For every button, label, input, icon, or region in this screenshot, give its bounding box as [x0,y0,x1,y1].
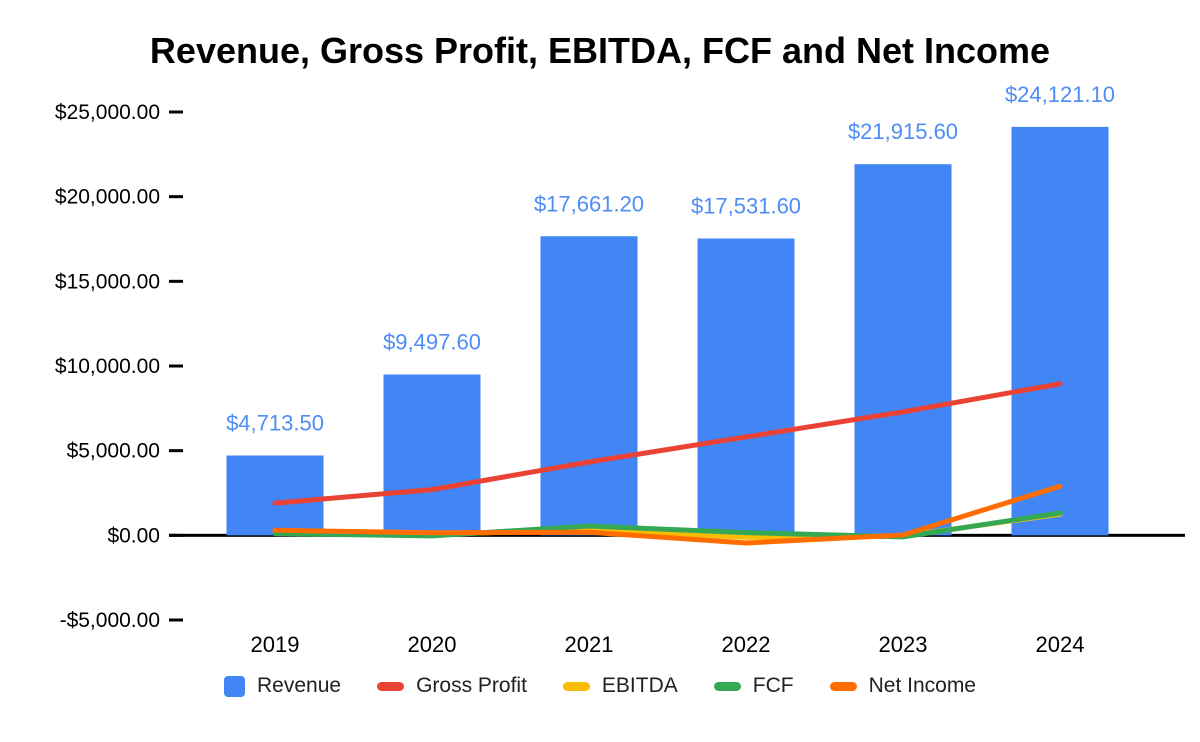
bar-data-label: $17,661.20 [534,191,644,216]
legend-item-gross-profit[interactable]: Gross Profit [377,674,527,698]
y-axis-tick [169,110,183,114]
revenue-bar-2021[interactable] [540,236,638,536]
x-axis-label-2019: 2019 [251,632,300,657]
revenue-bar-2023[interactable] [854,164,952,536]
y-axis-label: $0.00 [107,524,160,547]
line-fcf [272,510,1063,540]
legend-label-net-income: Net Income [868,674,976,697]
line-gross-profit [272,381,1063,506]
legend-item-fcf[interactable]: FCF [713,674,794,698]
legend-item-revenue[interactable]: Revenue [224,674,341,698]
ebitda-swatch-icon [562,681,590,691]
gross-profit-swatch-icon [377,681,405,691]
legend-label-fcf: FCF [752,674,794,697]
y-axis-label: $25,000.00 [55,101,160,124]
line-net-income [272,483,1063,546]
legend-item-ebitda[interactable]: EBITDA [562,674,678,698]
revenue-bar-2024[interactable] [1011,126,1109,536]
bar-data-label: $24,121.10 [1005,82,1115,107]
y-axis-label: $10,000.00 [55,355,160,378]
x-axis-label-2020: 2020 [408,632,457,657]
y-axis-tick [169,618,183,622]
legend: Revenue Gross Profit EBITDA FCF Net Income [0,674,1200,698]
bar-data-label: $4,713.50 [226,411,324,436]
x-axis-label-2023: 2023 [879,632,928,657]
revenue-swatch-icon [224,675,245,697]
bar-data-label: $21,915.60 [848,119,958,144]
x-axis-label-2024: 2024 [1036,632,1085,657]
y-axis-tick [169,195,183,199]
y-axis-label: $20,000.00 [55,186,160,209]
revenue-bar-2020[interactable] [383,374,481,536]
legend-item-net-income[interactable]: Net Income [829,674,976,698]
chart-title: Revenue, Gross Profit, EBITDA, FCF and N… [149,30,1051,71]
revenue-bar-2022[interactable] [697,238,795,536]
y-axis-label: $15,000.00 [55,270,160,293]
legend-label-revenue: Revenue [257,674,342,697]
x-axis-label-2021: 2021 [565,632,614,657]
y-axis-tick [169,364,183,368]
y-axis-tick [169,449,183,453]
legend-label-gross-profit: Gross Profit [416,674,527,697]
bar-data-label: $17,531.60 [691,193,801,218]
x-axis-label-2022: 2022 [722,632,771,657]
revenue-bar-2019[interactable] [226,455,324,536]
y-axis-label: -$5,000.00 [60,609,160,632]
y-axis-label: $5,000.00 [67,440,160,463]
fcf-swatch-icon [713,681,741,691]
legend-label-ebitda: EBITDA [601,674,678,697]
bar-data-label: $9,497.60 [383,330,481,355]
net-income-swatch-icon [829,681,857,691]
y-axis-tick [169,279,183,283]
